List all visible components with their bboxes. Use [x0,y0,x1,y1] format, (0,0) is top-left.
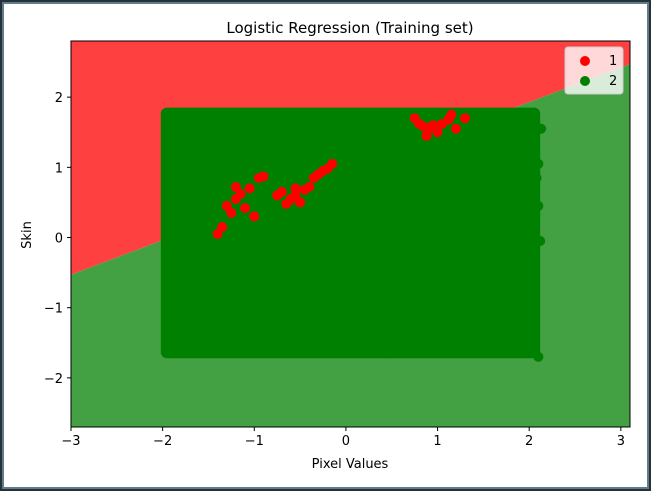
series-1-point-7 [450,123,461,134]
series-2-point-17 [528,253,539,264]
series-2-point-9 [524,274,535,285]
series-2-point-4 [405,344,416,355]
x-tick-label-2: −1 [245,434,264,449]
plot-frame [70,40,631,428]
series-2-point-1 [423,334,434,345]
series-2-point-15 [536,123,547,134]
legend-marker-1 [580,56,590,66]
chart-title: Logistic Regression (Training set) [226,19,473,37]
y-tick-label-3: 1 [55,161,63,176]
legend-marker-2 [580,76,590,86]
series-1-point-18 [240,203,251,214]
series-2-point-2 [395,337,406,348]
series-2-point-12 [535,236,546,247]
y-tick-label-4: 2 [55,91,63,106]
series-1-point-36 [281,198,292,209]
series-2-point-11 [382,348,393,359]
series-1-point-13 [258,171,269,182]
series-2-point-19 [409,158,420,169]
series-2-point-23 [240,165,251,176]
x-tick-label-0: −3 [61,434,80,449]
x-tick-label-1: −2 [153,434,172,449]
series-1-point-25 [304,181,315,192]
series-1-point-21 [276,186,287,197]
series-2-point-6 [478,306,489,317]
series-2-point-7 [496,306,507,317]
series-2-point-16 [533,158,544,169]
series-2-point-21 [331,120,342,131]
series-2-point-0 [533,351,544,362]
series-2-point-28 [395,113,406,124]
series-2-point-13 [533,200,544,211]
plot-area [71,41,630,427]
series-2-point-20 [441,134,452,145]
series-1-point-9 [446,109,457,120]
y-axis: −2 −1 0 1 2 [44,91,71,387]
series-1-point-30 [327,158,338,169]
series-2-point-22 [313,151,324,162]
series-2-point-14 [531,172,542,183]
legend-box [564,46,624,95]
series-1-point-10 [460,113,471,124]
series-2-point-8 [515,299,526,310]
series-1-point-32 [249,211,260,222]
series-2-points [230,109,547,362]
series-1-point-35 [295,197,306,208]
series-2-point-18 [391,144,402,155]
series-1-point-34 [212,229,223,239]
series-1-point-16 [230,193,241,204]
series-1-point-37 [230,181,241,192]
x-axis-label: Pixel Values [312,457,389,472]
series-1-point-11 [409,113,420,124]
x-tick-label-6: 3 [617,434,625,449]
series-2-point-26 [230,225,241,236]
y-tick-label-1: −1 [44,302,63,317]
y-tick-label-2: 0 [55,232,63,247]
series-2-point-5 [441,327,452,338]
x-tick-label-5: 2 [525,434,533,449]
series-1-points [212,109,471,239]
legend-label-2: 2 [609,74,617,89]
x-tick-label-4: 1 [433,434,441,449]
x-axis: −3 −2 −1 0 1 2 3 [61,427,625,449]
series-2-point-29 [285,141,296,152]
legend-label-1: 1 [609,54,617,69]
series-1-point-19 [226,207,237,218]
x-tick-label-3: 0 [342,434,350,449]
series-1-point-14 [244,183,255,194]
series-1-point-31 [290,183,301,194]
series-2-point-cloud [160,107,541,359]
series-1-point-8 [421,130,432,141]
series-2-point-3 [368,341,379,352]
series-2-point-10 [464,295,475,306]
series-1-point-4 [432,127,443,138]
legend[interactable]: 1 2 [564,46,624,95]
series-2-point-27 [359,109,370,120]
y-tick-label-0: −2 [44,372,63,387]
series-2-point-25 [304,197,315,208]
y-axis-label: Skin [20,221,35,249]
